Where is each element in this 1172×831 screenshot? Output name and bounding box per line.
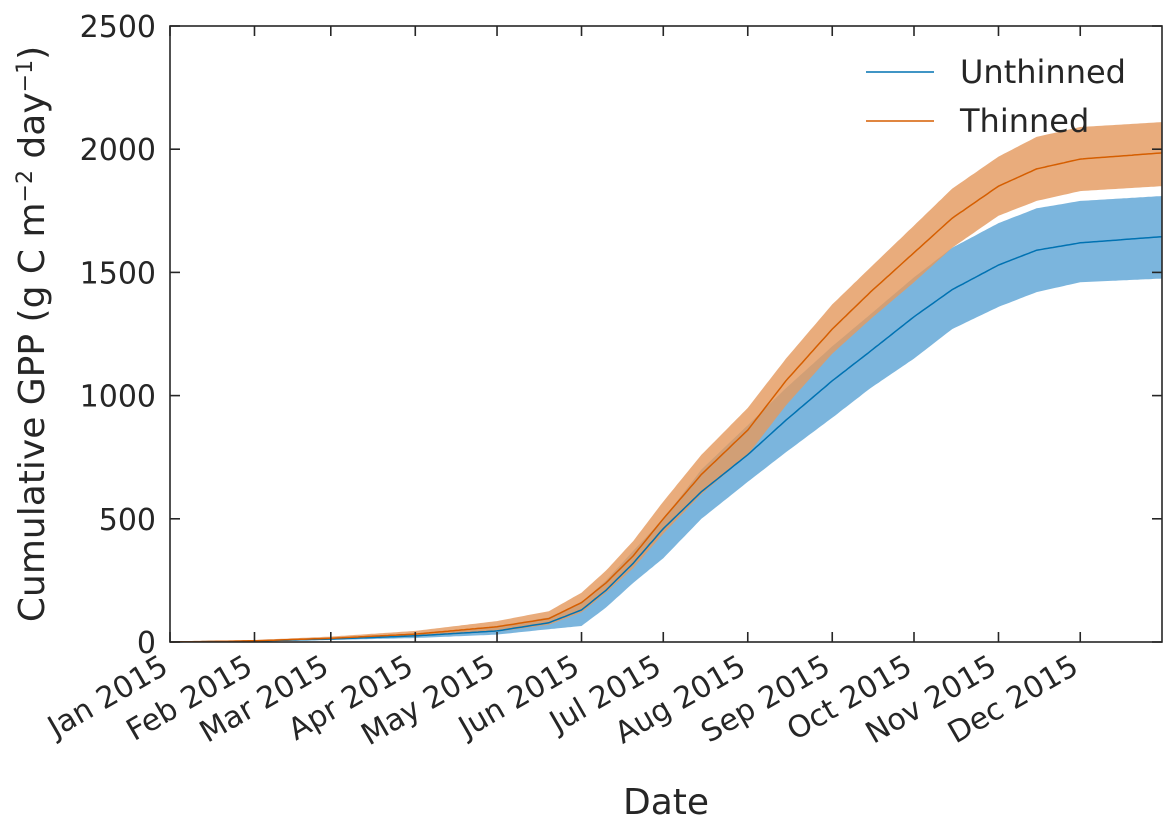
- y-tick-label: 1000: [80, 380, 156, 415]
- plot-frame: [169, 25, 1163, 643]
- y-axis-title-close: ): [12, 46, 53, 60]
- legend-label-thinned: Thinned: [959, 102, 1089, 140]
- y-axis-title-main: Cumulative GPP (g C m: [12, 202, 53, 622]
- y-tick-label: 2000: [80, 133, 156, 168]
- y-axis-title-sup-2: −1: [13, 60, 38, 92]
- line-thinned: [170, 152, 1163, 643]
- lines-layer: [170, 152, 1163, 643]
- y-tick-label: 500: [99, 503, 156, 538]
- y-tick-label: 0: [137, 626, 156, 661]
- band-unthinned: [170, 196, 1162, 642]
- y-tick-label: 1500: [80, 256, 156, 291]
- x-axis-title: Date: [623, 782, 709, 823]
- band-thinned: [170, 122, 1162, 643]
- y-axis-title-sup-1: −2: [13, 170, 38, 202]
- y-axis: 0 500 1000 1500 2000 2500: [80, 10, 1162, 661]
- legend-label-unthinned: Unthinned: [960, 53, 1126, 91]
- y-axis-title: Cumulative GPP (g C m−2 day−1): [12, 46, 53, 622]
- y-tick-label: 2500: [80, 10, 156, 45]
- y-axis-title-day: day: [12, 92, 53, 170]
- line-unthinned: [170, 235, 1163, 643]
- legend: Unthinned Thinned: [866, 53, 1126, 140]
- bands-layer: [170, 122, 1162, 643]
